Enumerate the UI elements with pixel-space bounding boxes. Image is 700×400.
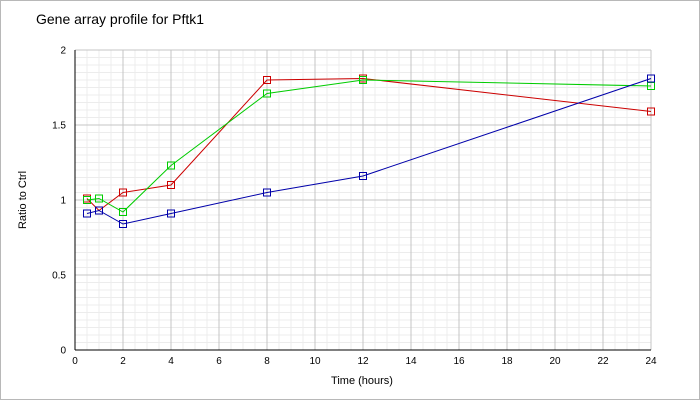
x-tick-label: 14 — [405, 356, 417, 367]
y-tick-label: 1 — [60, 196, 66, 207]
series-1 — [83, 74, 655, 215]
x-tick-label: 22 — [597, 356, 609, 367]
data-point — [83, 209, 91, 218]
data-point — [263, 188, 271, 197]
x-tick-label: 12 — [357, 356, 369, 367]
x-tick-label: 16 — [453, 356, 465, 367]
series-3 — [83, 74, 655, 228]
data-point — [167, 181, 175, 189]
data-point — [119, 220, 127, 228]
x-tick-label: 0 — [72, 356, 78, 367]
x-tick-label: 6 — [216, 356, 222, 367]
y-tick-label: 1.5 — [52, 121, 66, 132]
data-point — [95, 194, 103, 203]
y-axis-label: Ratio to Ctrl — [17, 171, 29, 229]
x-tick-label: 2 — [120, 356, 126, 367]
data-point — [647, 107, 655, 116]
x-tick-label: 18 — [501, 356, 513, 367]
x-tick-label: 4 — [168, 356, 174, 367]
data-point — [167, 209, 175, 218]
data-point — [119, 208, 127, 216]
y-tick-label: 0 — [60, 346, 66, 357]
data-point — [95, 206, 103, 215]
data-point — [647, 74, 655, 83]
series-line — [86, 79, 652, 213]
x-axis-label: Time (hours) — [331, 375, 393, 387]
x-tick-label: 10 — [309, 356, 321, 367]
y-tick-label: 0.5 — [52, 271, 66, 282]
series-2 — [83, 76, 655, 216]
data-point — [359, 76, 367, 84]
series-layer — [83, 74, 655, 228]
series-line — [86, 78, 652, 225]
data-point — [119, 188, 127, 197]
axes — [74, 50, 651, 351]
data-point — [263, 76, 271, 84]
x-tick-label: 24 — [645, 356, 657, 367]
x-tick-label: 20 — [549, 356, 561, 367]
data-point — [359, 172, 367, 180]
data-point — [83, 196, 91, 204]
series-line — [86, 77, 652, 212]
chart-title: Gene array profile for Pftk1 — [36, 11, 205, 27]
y-tick-label: 2 — [60, 46, 66, 57]
data-point — [167, 161, 175, 170]
x-tick-label: 8 — [264, 356, 270, 367]
data-point — [263, 89, 271, 98]
